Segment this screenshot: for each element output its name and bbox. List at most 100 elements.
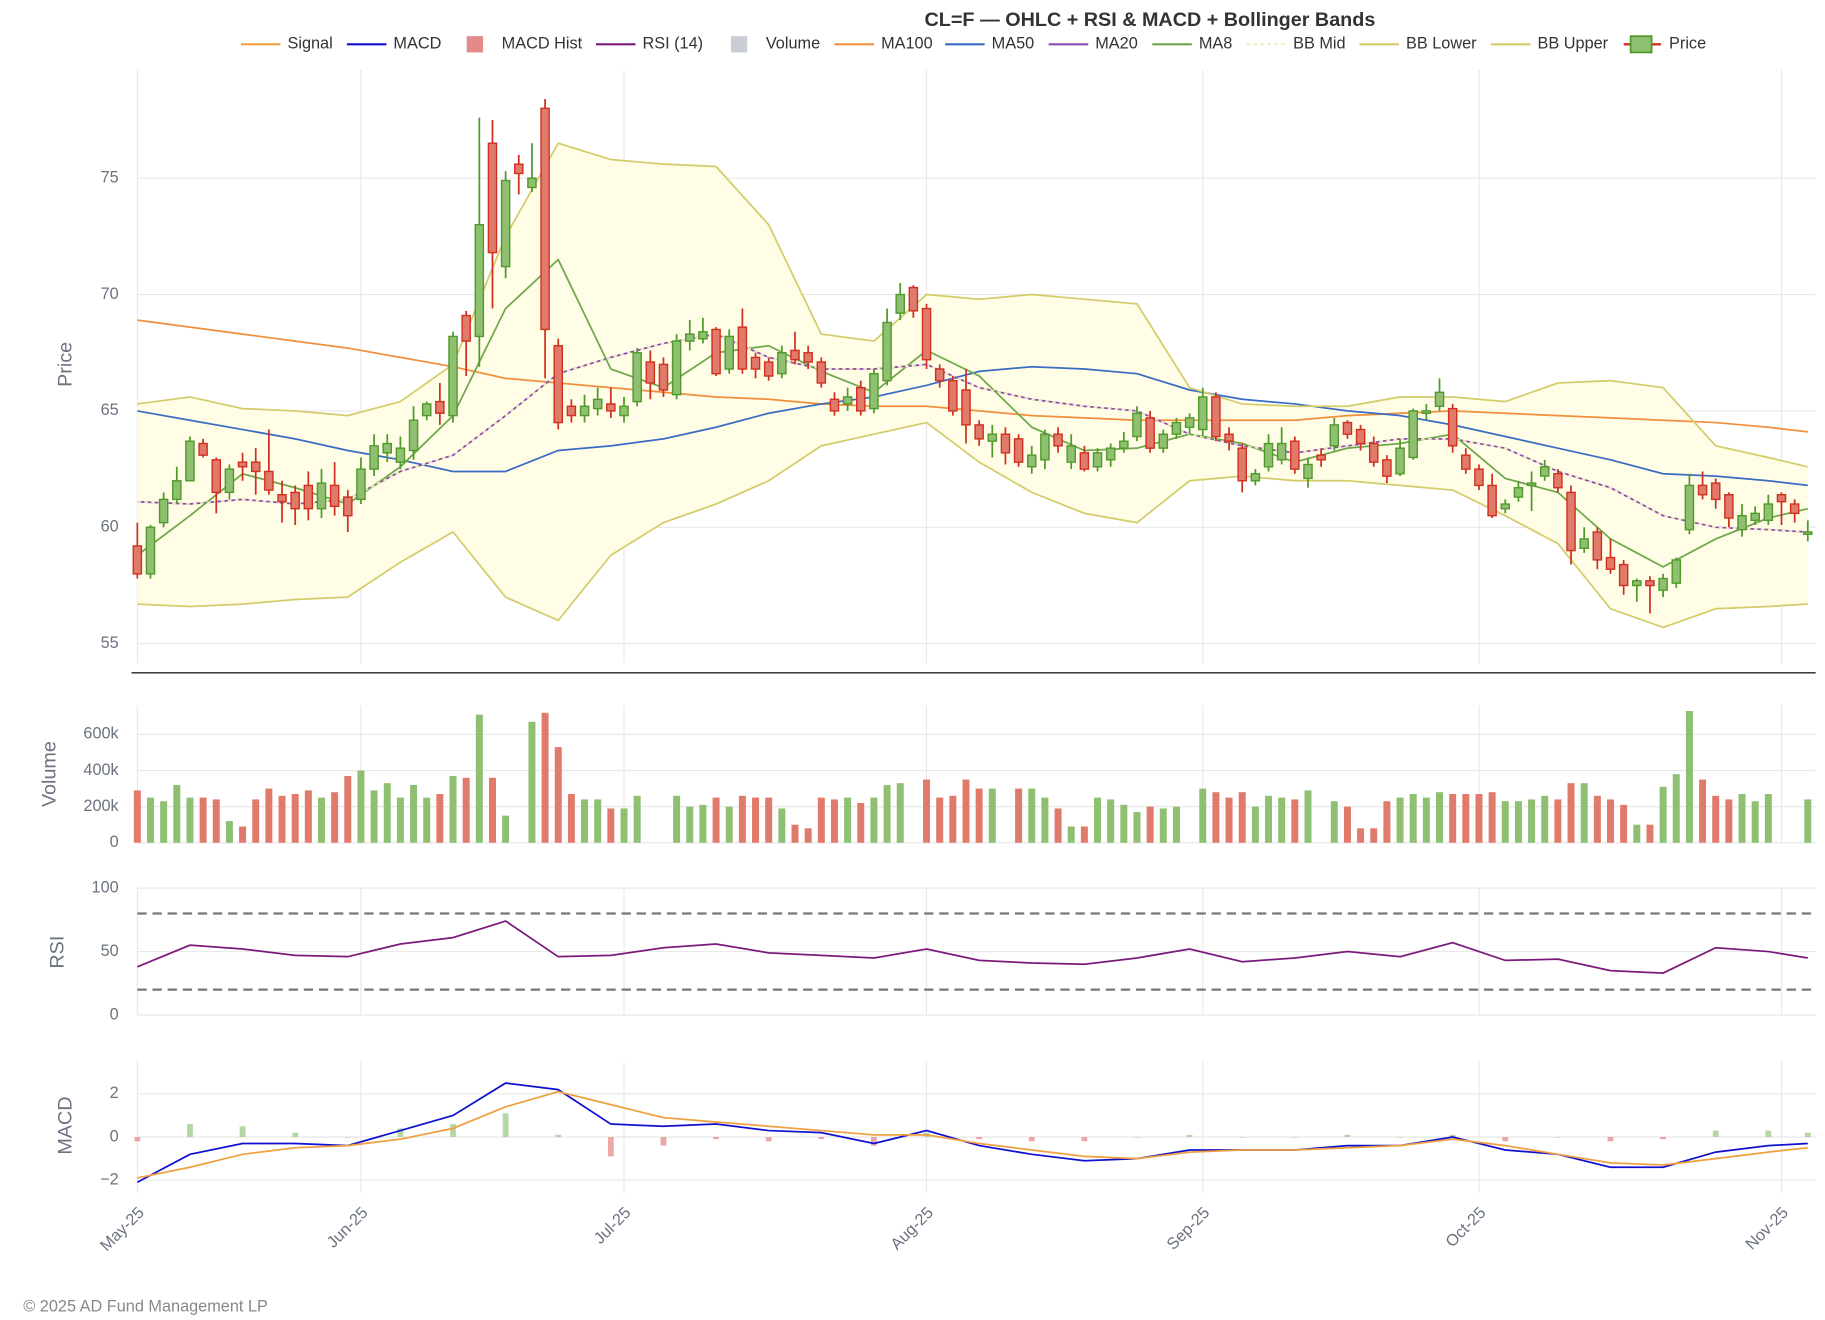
volume-bar — [712, 797, 720, 843]
y-tick-label: 0 — [110, 833, 119, 851]
y-axis-title: MACD — [55, 1096, 77, 1154]
candle-body — [421, 403, 432, 417]
volume-bar — [1528, 799, 1536, 843]
candle-body — [1592, 531, 1603, 561]
candle-body — [1724, 494, 1734, 519]
candle-body — [145, 526, 156, 575]
candle-body — [1092, 452, 1103, 468]
candle-body — [185, 440, 195, 482]
volume-bar — [567, 794, 575, 843]
volume-bar — [870, 797, 878, 843]
volume-bar — [278, 795, 286, 843]
legend-label[interactable]: BB Upper — [1538, 35, 1609, 53]
candle-body — [132, 545, 143, 575]
macd-hist-bar — [871, 1137, 877, 1146]
candle-body — [1803, 531, 1813, 535]
candle-body — [1211, 396, 1221, 438]
volume-bar — [1475, 794, 1483, 843]
legend-label[interactable]: BB Mid — [1293, 35, 1345, 53]
volume-bar — [594, 799, 602, 843]
candle-body — [553, 345, 564, 424]
macd-hist-bar — [1449, 1134, 1456, 1138]
candle-body — [579, 405, 590, 417]
legend-label[interactable]: BB Lower — [1406, 35, 1477, 53]
volume-bar — [1699, 779, 1707, 843]
candle-body — [211, 459, 222, 494]
y-tick-label: 2 — [110, 1084, 119, 1102]
macd-hist-bar — [1186, 1134, 1193, 1138]
candle-body — [1105, 447, 1116, 461]
volume-bar — [265, 788, 273, 843]
candle-body — [1290, 440, 1300, 470]
legend-label[interactable]: MACD — [393, 35, 441, 53]
volume-bar — [1488, 792, 1496, 843]
volume-bar — [791, 824, 799, 843]
volume-bar — [1370, 828, 1378, 843]
candle-body — [1684, 484, 1695, 531]
macd-hist-bar — [660, 1137, 667, 1146]
volume-bar — [1738, 794, 1746, 843]
volume-bar — [1291, 799, 1299, 843]
candle-body — [961, 389, 971, 426]
volume-bar — [817, 797, 825, 843]
legend-label[interactable]: MACD Hist — [502, 35, 583, 53]
legend-label[interactable]: MA8 — [1199, 35, 1232, 53]
candle-body — [711, 328, 721, 375]
candle-body — [461, 314, 471, 342]
candle-body — [1184, 417, 1195, 428]
candle-body — [1658, 577, 1668, 591]
volume-bar — [147, 797, 154, 843]
volume-bar — [1015, 788, 1023, 843]
y-tick-label: 50 — [101, 942, 119, 960]
macd-hist-bar — [450, 1124, 456, 1138]
volume-bar — [357, 770, 365, 843]
macd-hist-bar — [765, 1137, 772, 1142]
volume-bar — [699, 804, 707, 843]
volume-bar — [686, 806, 694, 843]
volume-bar — [1607, 799, 1614, 843]
legend-label[interactable]: RSI (14) — [642, 35, 703, 53]
macd-hist-bar — [976, 1137, 983, 1140]
volume-bar — [1304, 790, 1312, 843]
volume-bar — [173, 784, 181, 843]
legend-label[interactable]: Signal — [287, 35, 332, 53]
candle-body — [198, 442, 208, 456]
candle-body — [777, 352, 787, 375]
volume-bar — [1567, 783, 1575, 843]
candle-body — [500, 179, 511, 268]
volume-bar — [541, 712, 549, 843]
macd-hist-bar — [1239, 1137, 1246, 1138]
candle-body — [658, 363, 669, 391]
volume-bar — [1212, 792, 1220, 843]
volume-bar — [1159, 808, 1167, 843]
macd-hist-bar — [1134, 1137, 1140, 1138]
volume-bar — [410, 784, 418, 843]
y-tick-label: 400k — [83, 761, 119, 779]
macd-hist-bar — [1028, 1137, 1035, 1142]
candle-body — [566, 405, 577, 417]
legend-label[interactable]: Price — [1669, 35, 1706, 53]
legend-label[interactable]: MA100 — [881, 35, 933, 53]
candle-body — [1158, 433, 1169, 449]
volume-bar — [1620, 804, 1628, 843]
legend-label[interactable]: MA20 — [1095, 35, 1138, 53]
macd-hist-bar — [292, 1132, 299, 1138]
volume-bar — [1357, 828, 1365, 843]
candle-body — [1316, 454, 1326, 461]
candle-body — [1303, 463, 1313, 480]
candle-body — [395, 447, 406, 463]
legend-label[interactable]: MA50 — [992, 35, 1035, 53]
y-tick-label: 55 — [101, 634, 119, 652]
volume-bar — [1659, 786, 1667, 843]
volume-bar — [1133, 812, 1141, 843]
volume-bar — [778, 808, 786, 843]
volume-bar — [1080, 826, 1088, 843]
volume-bar — [1672, 774, 1680, 843]
volume-bar — [252, 799, 260, 843]
legend-label[interactable]: Volume — [766, 35, 820, 53]
volume-bar — [554, 747, 562, 843]
macd-hist-bar — [344, 1137, 351, 1138]
volume-bar — [1172, 806, 1180, 843]
chart-title: CL=F — OHLC + RSI & MACD + Bollinger Ban… — [925, 9, 1376, 31]
